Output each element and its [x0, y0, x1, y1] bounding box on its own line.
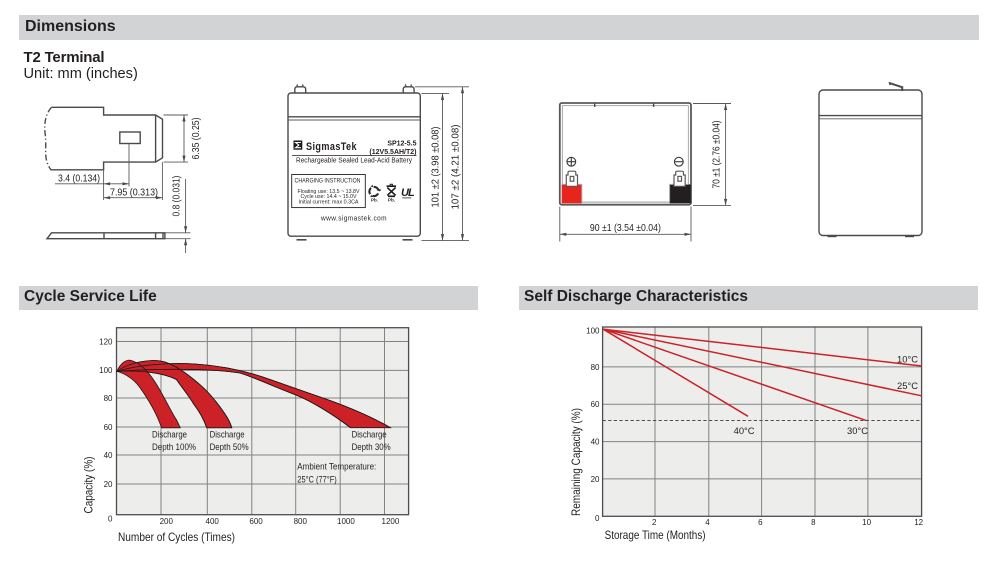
svg-text:6: 6 — [758, 518, 763, 527]
svg-text:4: 4 — [705, 518, 710, 527]
svg-text:100: 100 — [586, 327, 600, 336]
svg-text:Discharge: Discharge — [210, 429, 245, 440]
svg-text:600: 600 — [249, 517, 263, 526]
svg-text:10: 10 — [862, 518, 871, 527]
svg-text:30°C: 30°C — [847, 426, 868, 437]
svg-text:100: 100 — [99, 366, 113, 375]
svg-text:25°C (77°F): 25°C (77°F) — [297, 475, 337, 486]
svg-text:1000: 1000 — [337, 517, 355, 526]
svg-text:40: 40 — [104, 451, 113, 460]
svg-text:7.95 (0.313): 7.95 (0.313) — [110, 187, 158, 198]
svg-text:0.8 (0.031): 0.8 (0.031) — [172, 176, 183, 217]
svg-text:10°C: 10°C — [897, 355, 918, 366]
svg-text:Initial current: max 0.3CA: Initial current: max 0.3CA — [299, 199, 359, 205]
svg-text:1200: 1200 — [382, 517, 400, 526]
svg-text:6.35 (0.25): 6.35 (0.25) — [191, 118, 202, 160]
svg-text:20: 20 — [591, 475, 600, 484]
svg-text:25°C: 25°C — [897, 381, 918, 392]
svg-text:Depth 50%: Depth 50% — [210, 442, 249, 453]
svg-text:Floating use: 13.5 ~ 13.8V: Floating use: 13.5 ~ 13.8V — [298, 189, 360, 195]
svg-text:60: 60 — [104, 423, 113, 432]
svg-text:Discharge: Discharge — [152, 429, 187, 440]
svg-text:(12V5.5AH/T2): (12V5.5AH/T2) — [369, 149, 416, 156]
svg-text:80: 80 — [591, 363, 600, 372]
svg-text:0: 0 — [595, 514, 600, 523]
svg-text:0: 0 — [108, 515, 113, 524]
svg-text:Pb.: Pb. — [388, 198, 395, 203]
svg-text:40°C: 40°C — [734, 426, 755, 437]
svg-text:800: 800 — [294, 517, 308, 526]
svg-text:SigmasTek: SigmasTek — [306, 141, 357, 153]
svg-text:400: 400 — [206, 517, 220, 526]
svg-text:Depth 30%: Depth 30% — [352, 442, 391, 453]
svg-text:200: 200 — [160, 517, 174, 526]
svg-text:Storage Time (Months): Storage Time (Months) — [605, 528, 706, 542]
svg-text:SP12-5.5: SP12-5.5 — [387, 141, 416, 148]
svg-text:101 ±2 (3.98 ±0.08): 101 ±2 (3.98 ±0.08) — [431, 127, 442, 208]
svg-text:120: 120 — [99, 337, 113, 346]
svg-text:Ambient Temperature:: Ambient Temperature: — [297, 462, 376, 473]
svg-text:80: 80 — [104, 394, 113, 403]
svg-text:107 ±2 (4.21 ±0.08): 107 ±2 (4.21 ±0.08) — [451, 125, 462, 210]
svg-text:Number of Cycles (Times): Number of Cycles (Times) — [118, 530, 235, 544]
svg-text:3.4 (0.134): 3.4 (0.134) — [58, 174, 100, 185]
svg-text:Cycle use: 14.4 ~ 15.0V: Cycle use: 14.4 ~ 15.0V — [301, 194, 357, 200]
svg-text:Depth 100%: Depth 100% — [152, 442, 196, 453]
svg-text:40: 40 — [591, 438, 600, 447]
svg-text:Discharge: Discharge — [352, 429, 387, 440]
svg-text:70 ±1 (2.76 ±0.04): 70 ±1 (2.76 ±0.04) — [712, 121, 723, 189]
svg-text:8: 8 — [811, 518, 816, 527]
svg-text:90 ±1 (3.54 ±0.04): 90 ±1 (3.54 ±0.04) — [590, 223, 661, 234]
svg-text:60: 60 — [591, 400, 600, 409]
svg-text:www.sigmastek.com: www.sigmastek.com — [320, 214, 387, 223]
svg-text:12: 12 — [914, 518, 923, 527]
svg-text:CHARGING INSTRUCTION: CHARGING INSTRUCTION — [295, 178, 361, 185]
svg-text:2: 2 — [652, 518, 657, 527]
svg-text:Capacity (%): Capacity (%) — [82, 457, 96, 514]
svg-text:20: 20 — [104, 480, 113, 489]
svg-text:Pb.: Pb. — [371, 198, 378, 203]
svg-text:Rechargeable Sealed Lead-Acid: Rechargeable Sealed Lead-Acid Battery — [296, 158, 412, 165]
svg-text:UL: UL — [401, 187, 415, 199]
svg-text:Remaining Capacity (%): Remaining Capacity (%) — [569, 408, 583, 516]
